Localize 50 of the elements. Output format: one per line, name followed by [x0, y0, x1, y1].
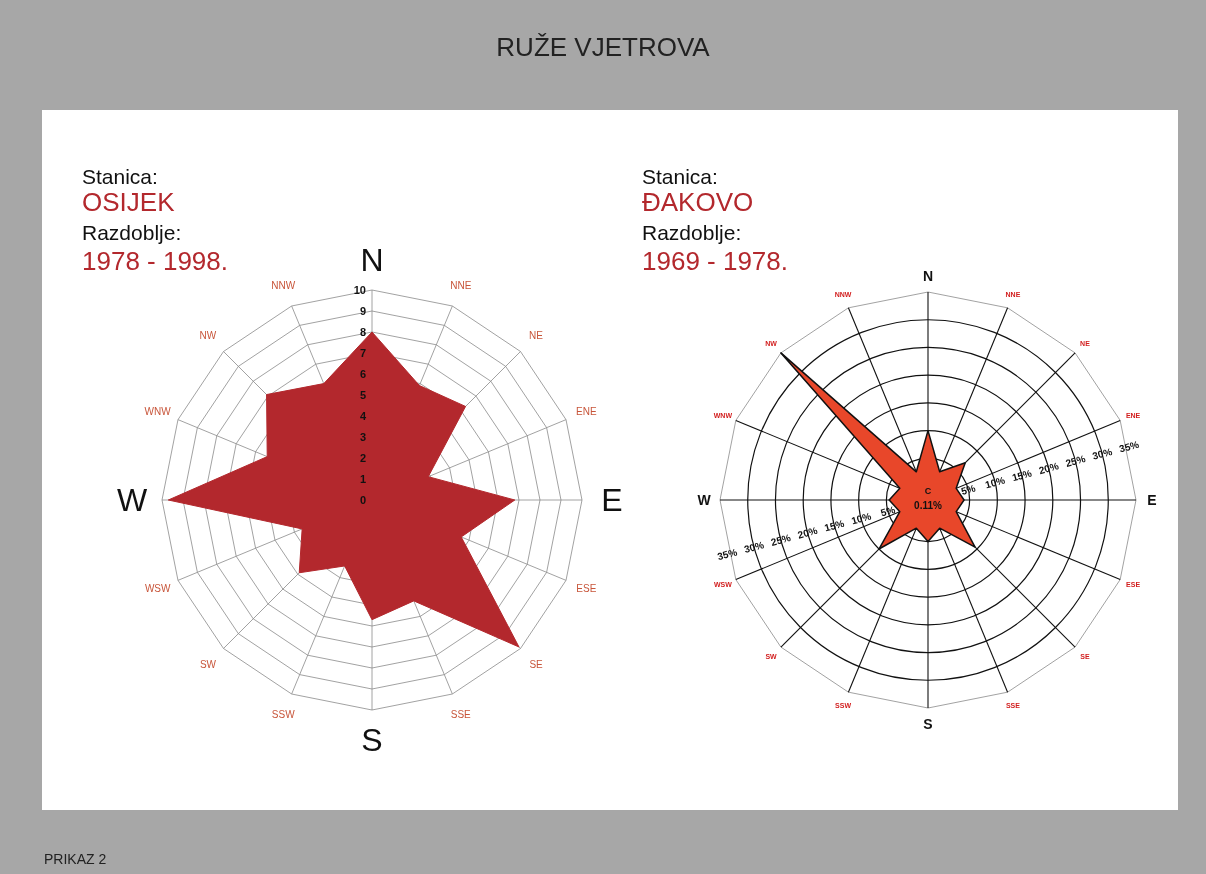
- spoke-label: SE: [529, 658, 544, 670]
- text: Razdoblje:: [642, 221, 742, 244]
- text: PRIKAZ 2: [44, 851, 107, 867]
- spoke-label: ESE: [576, 583, 597, 595]
- text: 20%: [1037, 460, 1060, 477]
- text: 5%: [959, 482, 977, 497]
- y-tick-label: 2: [359, 452, 366, 464]
- text: Stanica:: [642, 165, 718, 188]
- spoke-label: E: [601, 482, 623, 518]
- y-tick-label: 10: [353, 284, 366, 296]
- spoke-label: W: [116, 482, 148, 518]
- spoke-label: S: [361, 722, 383, 758]
- y-tick-label: 4: [359, 410, 367, 422]
- y-tick-label: 5: [359, 389, 366, 401]
- y-tick-label: 1: [359, 473, 366, 485]
- spoke-label: WSW: [144, 583, 171, 595]
- text: 30%: [1091, 445, 1114, 462]
- text: Stanica:: [82, 165, 158, 188]
- text: ĐAKOVO: [642, 187, 754, 217]
- spoke-label: WNW: [144, 405, 172, 417]
- spoke-label: W: [697, 492, 712, 508]
- spoke-label: N: [922, 268, 934, 284]
- y-tick-label: 0: [359, 494, 366, 506]
- text: Razdoblje:: [82, 221, 182, 244]
- spoke-label: E: [1147, 492, 1157, 508]
- spoke-label: SSE: [450, 708, 472, 720]
- spoke-label: NW: [199, 330, 217, 342]
- text: 15%: [1010, 467, 1033, 484]
- text: 25%: [1064, 453, 1087, 469]
- text: 1969 - 1978.: [642, 246, 789, 276]
- spoke-label: NNE: [450, 280, 472, 292]
- y-tick-label: 9: [359, 305, 366, 317]
- spoke-label: NE: [529, 330, 544, 342]
- text: 10%: [984, 474, 1007, 491]
- spoke-label: S: [923, 716, 933, 732]
- y-tick-label: 6: [359, 368, 366, 380]
- spoke-label: SW: [199, 658, 217, 670]
- text: 0.11%: [914, 500, 942, 511]
- text: OSIJEK: [82, 187, 176, 217]
- spoke-label: ENE: [576, 405, 597, 417]
- chart-title: RUŽE VJETROVA: [496, 32, 711, 62]
- y-tick-label: 3: [359, 431, 366, 443]
- text: 35%: [716, 546, 739, 563]
- y-tick-label: 7: [359, 347, 366, 359]
- spoke-label: N: [360, 242, 384, 278]
- spoke-label: NNW: [271, 280, 296, 292]
- spoke-label: SSW: [271, 708, 296, 720]
- y-tick-label: 8: [359, 326, 366, 338]
- text: 1978 - 1998.: [82, 246, 229, 276]
- text: C: [924, 486, 932, 496]
